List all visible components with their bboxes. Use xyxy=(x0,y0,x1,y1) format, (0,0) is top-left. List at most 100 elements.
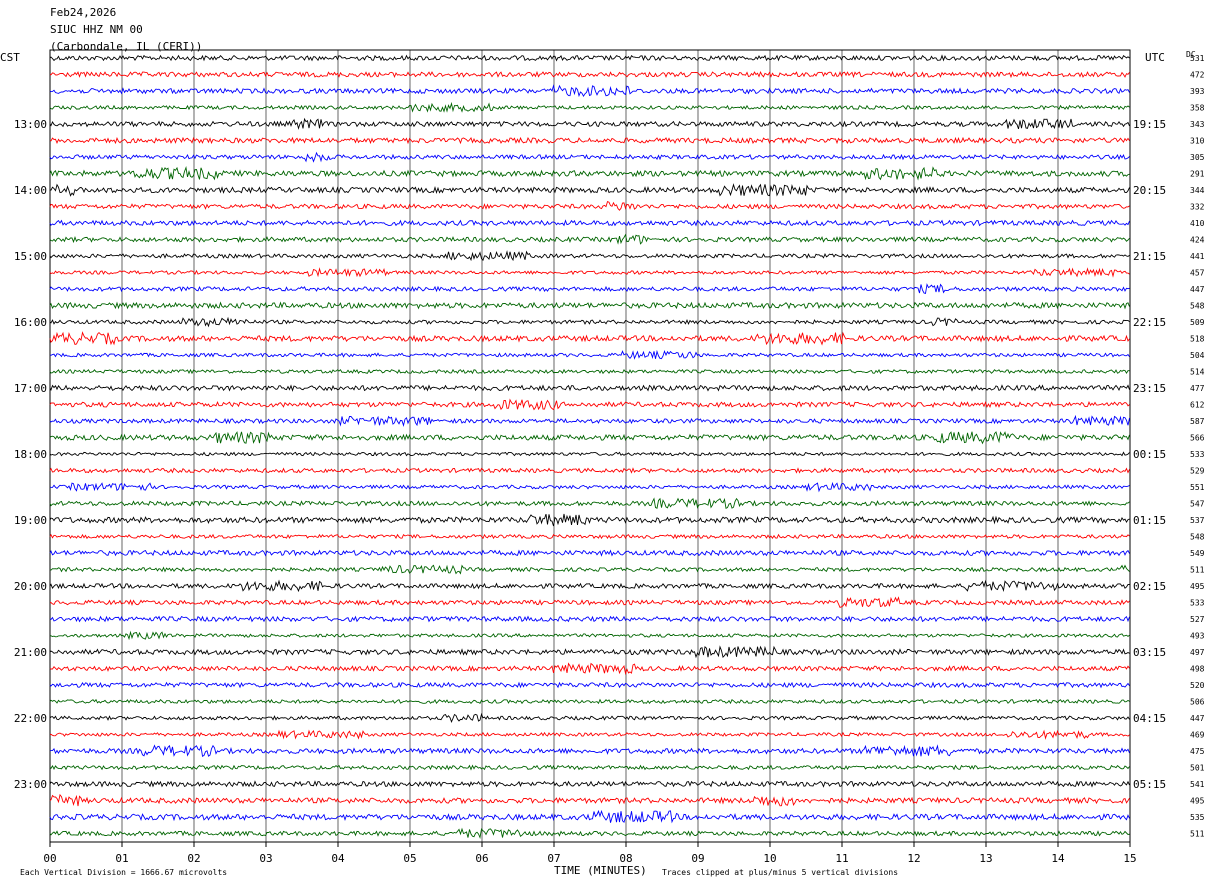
trace-line-41 xyxy=(49,712,1130,724)
dc-offset-label: 527 xyxy=(1190,615,1205,624)
trace-line-32 xyxy=(49,564,1130,575)
x-tick-label: 13 xyxy=(979,852,992,865)
left-hour-label: 13:00 xyxy=(14,118,47,131)
x-tick-label: 05 xyxy=(403,852,416,865)
dc-offset-label: 393 xyxy=(1190,87,1205,96)
dc-offset-label: 344 xyxy=(1190,186,1205,195)
station-label: SIUC HHZ NM 00 xyxy=(50,23,143,36)
trace-line-40 xyxy=(49,698,1130,705)
dc-offset-label: 493 xyxy=(1190,632,1205,641)
dc-offset-label: 305 xyxy=(1190,153,1205,162)
dc-offset-label: 612 xyxy=(1190,401,1205,410)
right-hour-label: 19:15 xyxy=(1133,118,1166,131)
trace-line-30 xyxy=(49,533,1130,540)
trace-line-43 xyxy=(49,744,1130,758)
dc-offset-label: 291 xyxy=(1190,170,1205,179)
dc-offset-label: 541 xyxy=(1190,780,1205,789)
dc-offset-label: 548 xyxy=(1190,533,1205,542)
right-hour-label: 03:15 xyxy=(1133,646,1166,659)
trace-line-38 xyxy=(49,662,1130,676)
trace-line-31 xyxy=(49,549,1130,557)
right-hour-label: 02:15 xyxy=(1133,580,1166,593)
trace-line-34 xyxy=(49,596,1130,608)
x-tick-label: 14 xyxy=(1051,852,1065,865)
trace-line-16 xyxy=(49,301,1130,310)
dc-offset-label: 533 xyxy=(1190,450,1205,459)
dc-offset-label: 518 xyxy=(1190,335,1205,344)
trace-line-10 xyxy=(49,200,1130,211)
right-hour-label: 04:15 xyxy=(1133,712,1166,725)
trace-line-33 xyxy=(49,579,1130,593)
dc-offset-label: 310 xyxy=(1190,137,1205,146)
dc-offset-label: 506 xyxy=(1190,698,1205,707)
dc-offset-label: 520 xyxy=(1190,681,1205,690)
left-hour-label: 16:00 xyxy=(14,316,47,329)
left-hour-label: 19:00 xyxy=(14,514,47,527)
trace-line-19 xyxy=(49,349,1130,360)
trace-line-1 xyxy=(49,54,1130,62)
x-tick-label: 10 xyxy=(763,852,776,865)
left-hour-label: 17:00 xyxy=(14,382,47,395)
dc-offset-label: 469 xyxy=(1190,731,1205,740)
trace-line-14 xyxy=(49,267,1130,278)
trace-line-20 xyxy=(49,368,1130,375)
dc-offset-label: 343 xyxy=(1190,120,1205,129)
date-label: Feb24,2026 xyxy=(50,6,117,19)
dc-offset-label: 447 xyxy=(1190,285,1205,294)
trace-line-39 xyxy=(49,681,1130,689)
dc-offset-label: 501 xyxy=(1190,764,1205,773)
dc-offset-label: 447 xyxy=(1190,714,1205,723)
trace-line-42 xyxy=(49,729,1130,740)
right-hour-label: 01:15 xyxy=(1133,514,1166,527)
minute-gridlines xyxy=(121,50,1059,842)
dc-offset-label: 511 xyxy=(1190,830,1205,839)
right-hour-label: 05:15 xyxy=(1133,778,1166,791)
x-tick-label: 11 xyxy=(835,852,848,865)
dc-offset-labels: 531 472 393 358 343 310 305 291 344 332 410 424 441 4… xyxy=(1190,54,1205,839)
right-hour-labels: 19:15 20:15 21:15 22:15 23:15 00:15 01:15 02:15… xyxy=(1133,118,1166,791)
dc-offset-label: 472 xyxy=(1190,71,1205,80)
x-tick-label: 00 xyxy=(43,852,56,865)
trace-group xyxy=(49,54,1130,840)
dc-offset-label: 497 xyxy=(1190,648,1205,657)
plot-frame xyxy=(49,49,1131,843)
dc-offset-label: 358 xyxy=(1190,104,1205,113)
trace-line-18 xyxy=(49,331,1130,346)
left-hour-label: 23:00 xyxy=(14,778,47,791)
x-axis-title: TIME (MINUTES) xyxy=(554,864,647,877)
trace-line-45 xyxy=(49,780,1130,788)
trace-line-13 xyxy=(49,250,1130,262)
trace-line-12 xyxy=(49,233,1130,245)
dc-offset-label: 424 xyxy=(1190,236,1205,245)
trace-line-35 xyxy=(49,615,1130,623)
left-hour-label: 20:00 xyxy=(14,580,47,593)
x-tick-label: 09 xyxy=(691,852,704,865)
left-timezone-label: CST xyxy=(0,51,20,64)
x-tick-label: 01 xyxy=(115,852,128,865)
x-tick-label: 04 xyxy=(331,852,345,865)
left-hour-labels: 13:00 14:00 15:00 16:00 17:00 18:00 19:00 20:00… xyxy=(14,118,47,791)
trace-line-6 xyxy=(49,136,1130,145)
dc-offset-label: 548 xyxy=(1190,302,1205,311)
trace-line-48 xyxy=(49,827,1130,840)
trace-line-25 xyxy=(49,451,1130,457)
right-hour-label: 21:15 xyxy=(1133,250,1166,263)
dc-offset-label: 509 xyxy=(1190,318,1205,327)
dc-offset-label: 332 xyxy=(1190,203,1205,212)
trace-line-15 xyxy=(49,283,1130,294)
trace-line-4 xyxy=(49,101,1130,113)
x-tick-label: 15 xyxy=(1123,852,1136,865)
trace-line-7 xyxy=(49,151,1130,163)
right-timezone-label: UTC xyxy=(1145,51,1165,64)
clip-note: Traces clipped at plus/minus 5 vertical … xyxy=(662,868,898,877)
trace-line-2 xyxy=(49,70,1130,79)
dc-offset-label: 533 xyxy=(1190,599,1205,608)
trace-line-22 xyxy=(49,398,1130,411)
trace-line-37 xyxy=(49,645,1130,659)
dc-offset-label: 477 xyxy=(1190,384,1205,393)
trace-line-26 xyxy=(49,467,1130,474)
x-tick-label: 02 xyxy=(187,852,200,865)
dc-offset-label: 547 xyxy=(1190,500,1205,509)
trace-line-9 xyxy=(49,183,1130,197)
